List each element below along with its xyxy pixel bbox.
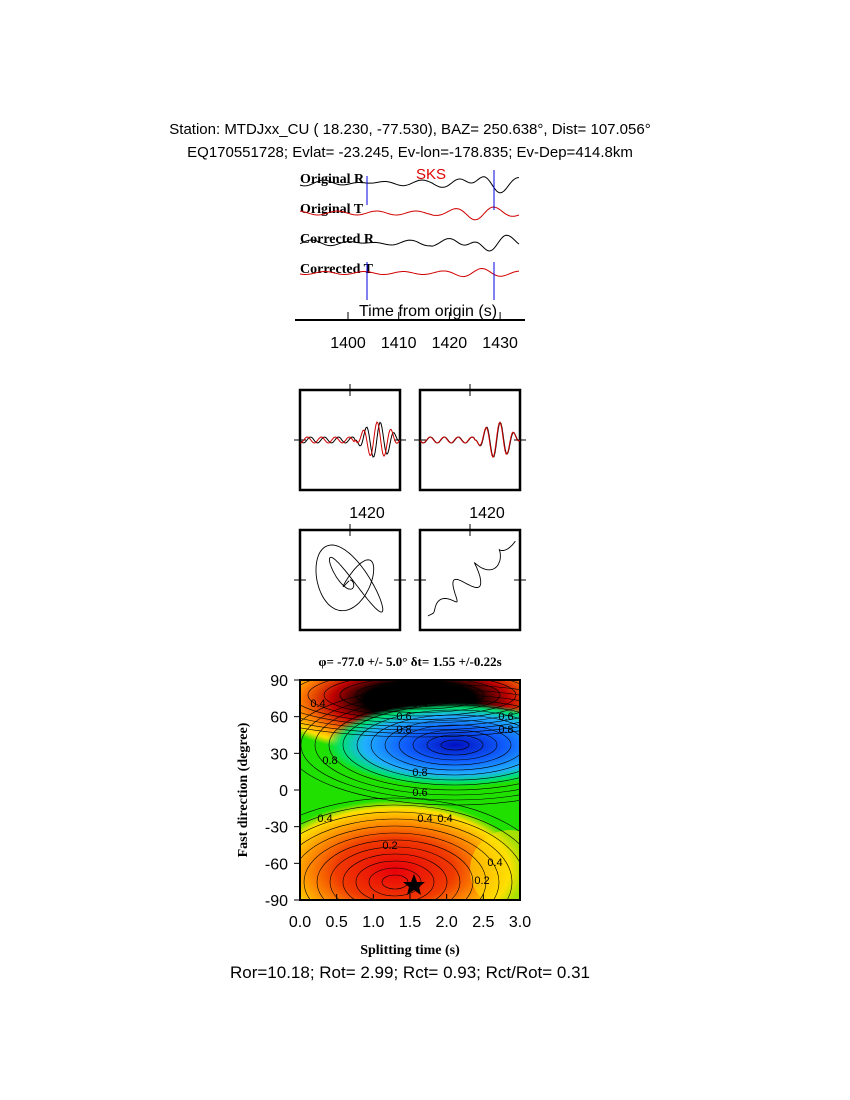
contour-label: 0.8: [396, 724, 411, 736]
x-tick-label: 1420: [349, 505, 385, 522]
contour-line: [300, 818, 513, 900]
waveform: [299, 206, 520, 221]
contour-label: 0.6: [396, 711, 411, 723]
contour-line: [328, 699, 520, 791]
zoom-panel: [298, 388, 402, 492]
x-axis-label: Time from origin (s): [359, 303, 497, 320]
waveform: [299, 234, 520, 252]
trace-label: Corrected R: [300, 232, 375, 247]
particle-motion: [427, 540, 516, 617]
contour-line: [300, 680, 520, 724]
contour-line: [370, 714, 520, 776]
contour-label: 0.6: [498, 711, 513, 723]
contour-line: [300, 825, 500, 900]
zoom-waveform: [419, 421, 521, 459]
contour-line: [440, 739, 470, 751]
contour-line: [300, 804, 520, 846]
contour-line: [300, 727, 520, 738]
contour-label: 0.8: [498, 724, 513, 736]
grid-title: φ= -77.0 +/- 5.0° δt= 1.55 +/-0.22s: [318, 654, 501, 669]
zoom-waveform: [299, 421, 401, 458]
particle-motion-panel: [418, 528, 522, 632]
contour-line: [398, 724, 512, 766]
contour-label: 0.6: [412, 787, 427, 799]
contour-label: 0.4: [310, 698, 325, 710]
x-tick-label: 1400: [330, 335, 366, 352]
x-tick-label: 1420: [432, 335, 468, 352]
contour-label: 0.2: [474, 875, 489, 887]
contour-line: [300, 722, 520, 734]
header-line: Station: MTDJxx_CU ( 18.230, -77.530), B…: [169, 121, 650, 138]
misfit-grid: [300, 680, 520, 900]
contour-line: [307, 680, 520, 720]
zoom-panel: [418, 388, 522, 492]
x-tick-label: 0.5: [326, 914, 348, 931]
contour-line: [316, 839, 474, 900]
x-tick-label: 1410: [381, 335, 417, 352]
x-tick-label: 1.0: [362, 914, 384, 931]
waveform: [299, 267, 520, 278]
particle-motion: [315, 544, 384, 613]
contour-line: [300, 811, 520, 864]
contour-label: 0.4: [487, 857, 502, 869]
x-tick-label: 0.0: [289, 914, 311, 931]
contour-line: [339, 680, 501, 713]
contour-label: 0.8: [412, 767, 427, 779]
contour-line: [412, 729, 498, 761]
contour-line: [329, 846, 461, 900]
y-tick-label: -90: [265, 893, 288, 910]
y-tick-label: 60: [270, 710, 288, 727]
contour-line: [300, 797, 520, 833]
x-tick-label: 2.5: [472, 914, 494, 931]
waveform: [299, 176, 520, 194]
contour-line: [300, 712, 520, 727]
contour-line: [426, 734, 484, 756]
x-tick-label: 1.5: [399, 914, 421, 931]
x-axis-label: Splitting time (s): [360, 943, 460, 958]
contour-line: [314, 694, 520, 796]
y-tick-label: 90: [270, 673, 288, 690]
contour-line: [300, 717, 520, 731]
contour-label: 0.4: [437, 813, 452, 825]
y-tick-label: 30: [270, 746, 288, 763]
trace-label: Corrected T: [300, 262, 374, 277]
contour-label: 0.4: [317, 813, 332, 825]
contour-label: 0.4: [412, 698, 427, 710]
x-tick-label: 3.0: [509, 914, 531, 931]
contour-label: 0.4: [417, 813, 432, 825]
footer: Ror=10.18; Rot= 2.99; Rct= 0.93; Rct/Rot…: [230, 963, 590, 982]
contour-line: [323, 680, 517, 717]
y-tick-label: -60: [265, 856, 288, 873]
contour-line: [384, 719, 520, 771]
contour-line: [355, 860, 435, 900]
contour-line: [356, 709, 520, 781]
best-fit-star: [403, 874, 425, 895]
y-axis-label: Fast direction (degree): [236, 722, 251, 857]
y-tick-label: -30: [265, 820, 288, 837]
contour-label: 0.2: [382, 840, 397, 852]
trace-label: Original R: [300, 172, 365, 187]
header-line: EQ170551728; Evlat= -23.245, Ev-lon=-178…: [187, 144, 633, 161]
contour-line: [342, 853, 448, 900]
x-tick-label: 1430: [482, 335, 518, 352]
y-tick-label: 0: [279, 783, 288, 800]
zoom-waveform: [299, 421, 401, 458]
x-tick-label: 1420: [469, 505, 505, 522]
contour-line: [303, 832, 487, 900]
contour-line: [342, 704, 520, 786]
contour-label: 0.2: [392, 685, 407, 697]
x-tick-label: 2.0: [436, 914, 458, 931]
contour-line: [300, 684, 520, 806]
contour-label: 0.8: [322, 755, 337, 767]
phase-label: SKS: [416, 166, 446, 183]
